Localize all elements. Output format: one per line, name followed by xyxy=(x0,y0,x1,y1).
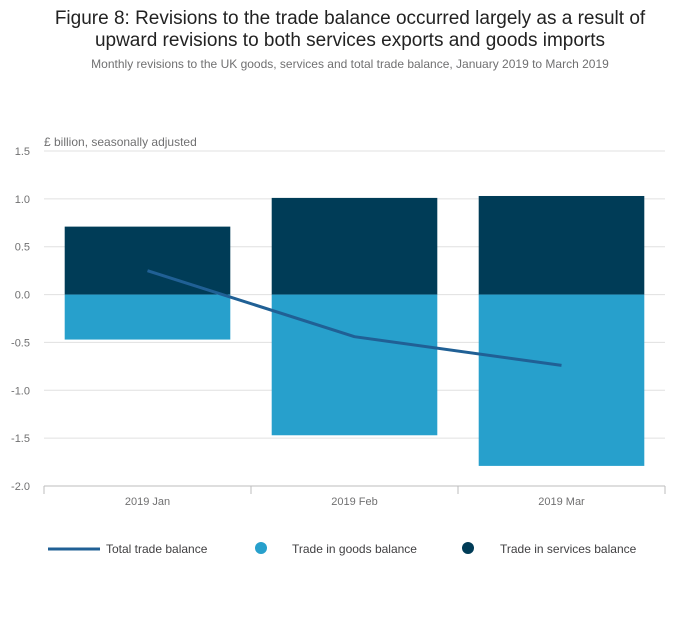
legend-services-icon xyxy=(462,542,474,554)
bar-services xyxy=(64,226,231,295)
x-tick-label: 2019 Jan xyxy=(125,496,170,508)
bars xyxy=(64,195,645,466)
total-trade-line xyxy=(147,269,562,367)
chart-title-line-2: upward revisions to both services export… xyxy=(94,30,606,51)
x-tick-label: 2019 Mar xyxy=(538,496,585,508)
legend-label-goods: Trade in goods balance xyxy=(292,542,417,556)
y-tick-label: -1.5 xyxy=(11,433,30,445)
legend-label-services: Trade in services balance xyxy=(500,542,637,556)
x-tick-label: 2019 Feb xyxy=(331,496,377,508)
bar-services xyxy=(478,195,645,295)
y-tick-label: 0.5 xyxy=(15,242,30,254)
legend: Total trade balance Trade in goods balanc… xyxy=(48,542,637,556)
bar-goods xyxy=(64,294,231,340)
chart-title: Figure 8: Revisions to the trade balance… xyxy=(0,8,700,52)
chart-subtitle: Monthly revisions to the UK goods, servi… xyxy=(91,57,609,71)
y-tick-labels: 1.5 1.0 0.5 0.0 -0.5 -1.0 -1.5 -2.0 xyxy=(11,146,30,493)
y-tick-label: 1.5 xyxy=(15,146,30,158)
y-tick-label: 1.0 xyxy=(15,194,30,206)
y-tick-label: -1.0 xyxy=(11,385,30,397)
y-tick-label: 0.0 xyxy=(15,290,30,302)
legend-label-total: Total trade balance xyxy=(106,542,208,556)
y-tick-label: -0.5 xyxy=(11,337,30,349)
bar-goods xyxy=(478,294,645,466)
x-axis: 2019 Jan 2019 Feb 2019 Mar xyxy=(43,485,666,508)
bar-services xyxy=(271,197,438,295)
y-tick-label: -2.0 xyxy=(11,481,30,493)
total-line xyxy=(147,269,562,367)
chart-title-line-1: Figure 8: Revisions to the trade balance… xyxy=(54,8,646,29)
legend-goods-icon xyxy=(255,542,267,554)
y-axis-label: £ billion, seasonally adjusted xyxy=(44,135,197,149)
bar-goods xyxy=(271,294,438,436)
